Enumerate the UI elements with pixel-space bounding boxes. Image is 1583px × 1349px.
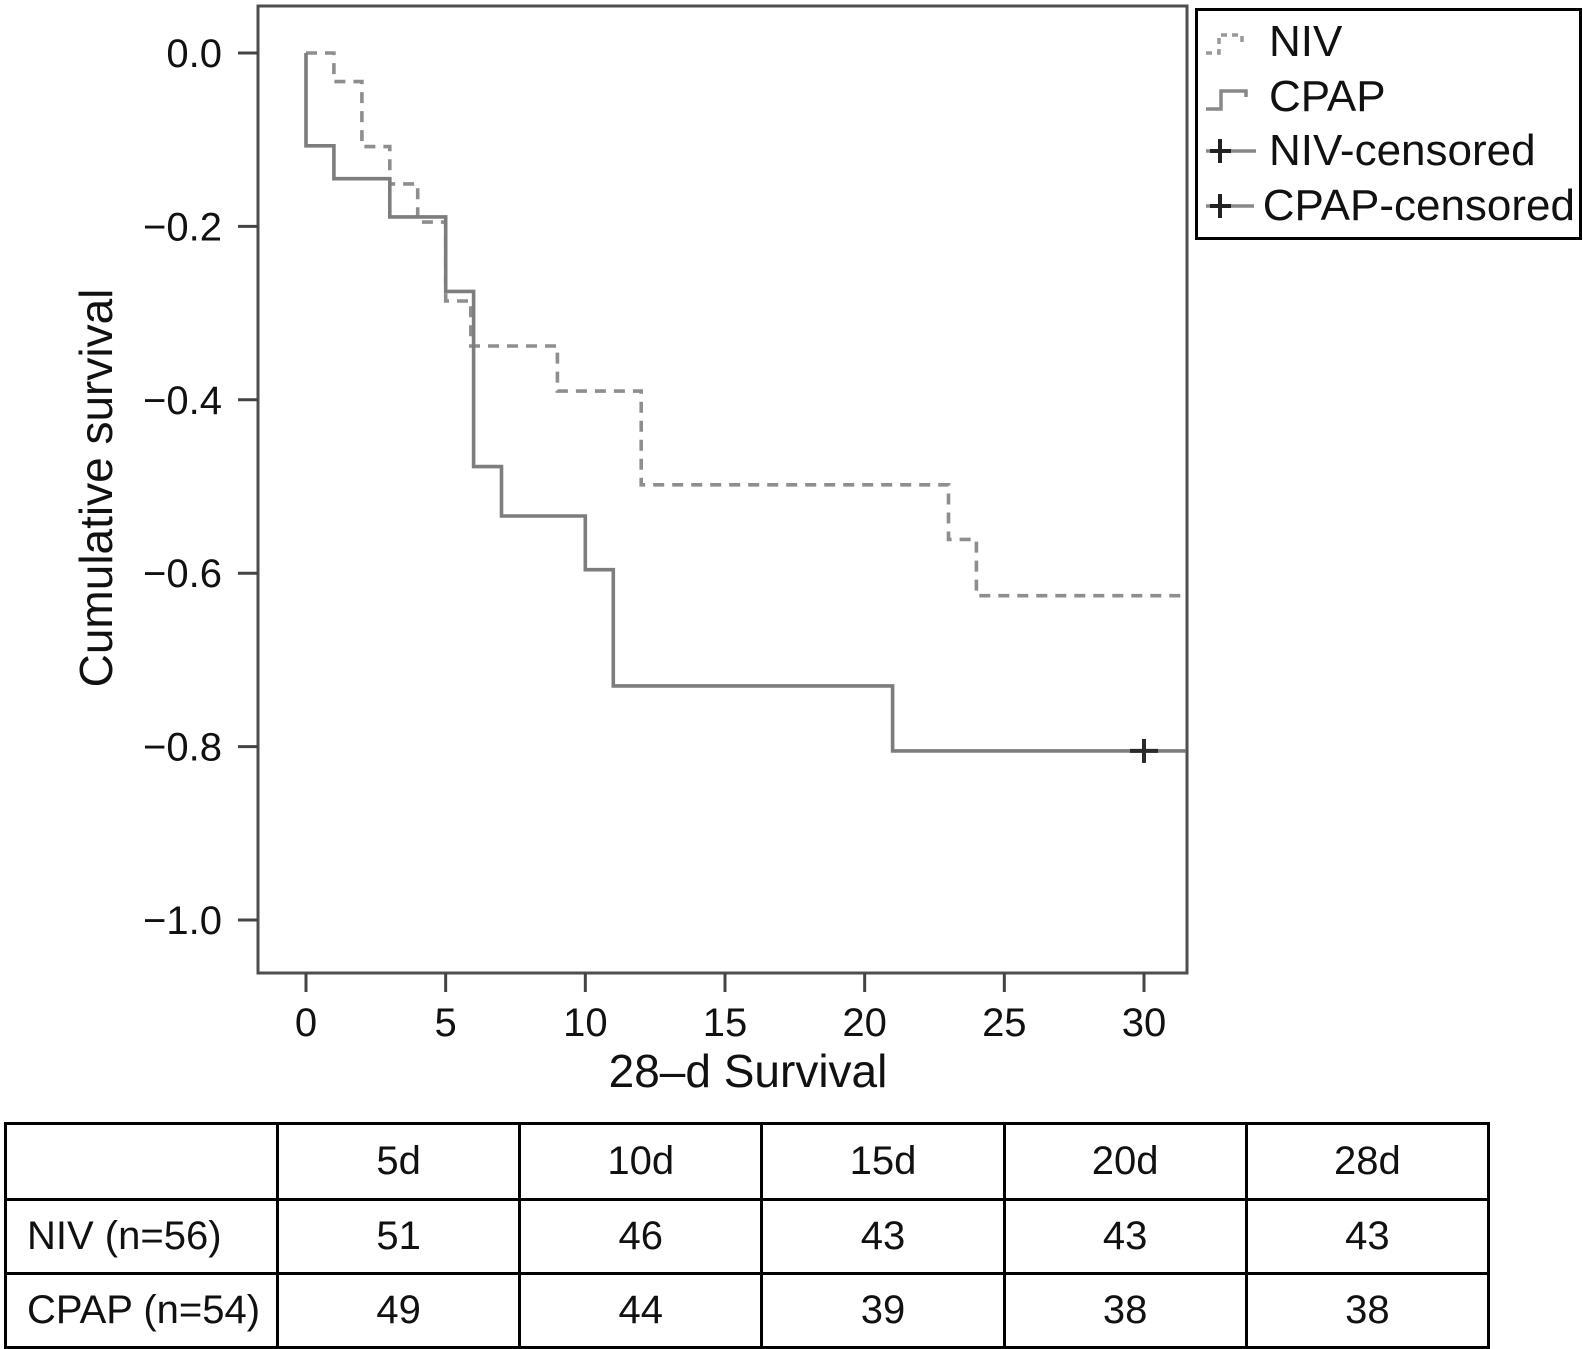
cpap-curve	[304, 53, 1186, 753]
x-tick-label: 15	[703, 1001, 748, 1045]
number-at-risk-table: 5d 10d 15d 20d 28d NIV (n=56) 51 46 43 4…	[4, 1122, 1491, 1349]
niv-curve	[306, 51, 1186, 598]
risk-row-label-cpap: CPAP (n=54)	[4, 1272, 279, 1349]
risk-value: 39	[760, 1272, 1006, 1349]
risk-value: 43	[1244, 1198, 1491, 1275]
risk-value: 44	[518, 1272, 764, 1349]
y-tick-label: 0.0	[166, 32, 222, 76]
risk-value: 51	[275, 1198, 522, 1275]
risk-value: 43	[1002, 1198, 1248, 1275]
legend-label-cpap-censored: CPAP-censored	[1262, 180, 1575, 230]
risk-table-col-28d: 28d	[1244, 1122, 1491, 1201]
risk-row-label-niv: NIV (n=56)	[4, 1198, 279, 1275]
x-tick-label: 25	[982, 1001, 1027, 1045]
cpap-line-sample-icon	[1206, 89, 1248, 111]
legend-label-niv: NIV	[1269, 17, 1343, 67]
risk-table-corner-cell	[4, 1122, 279, 1201]
risk-value: 38	[1244, 1272, 1491, 1349]
legend-item-niv-censored: NIV-censored	[1204, 125, 1575, 177]
x-axis-title: 28–d Survival	[609, 1045, 888, 1097]
y-tick-label: −1.0	[143, 899, 222, 943]
x-tick-label: 5	[435, 1001, 457, 1045]
risk-value: 38	[1002, 1272, 1248, 1349]
niv-censored-sample-icon	[1206, 139, 1256, 164]
risk-value: 43	[760, 1198, 1006, 1275]
y-axis-ticks: 0.0 −0.2 −0.4 −0.6 −0.8 −1.0	[143, 32, 258, 943]
survival-chart: 0.0 −0.2 −0.4 −0.6 −0.8 −1.0 0 5 10 15 20 25 30 Cum…	[70, 4, 1189, 1097]
risk-value: 49	[275, 1272, 522, 1349]
legend-item-cpap-censored: CPAP-censored	[1204, 180, 1575, 232]
y-tick-label: −0.2	[143, 205, 222, 249]
risk-table-col-15d: 15d	[760, 1122, 1006, 1201]
risk-value: 46	[518, 1198, 764, 1275]
legend: NIV CPAP NIV-censored CPAP-censored	[1195, 8, 1582, 240]
x-tick-label: 0	[295, 1001, 317, 1045]
risk-table-row-cpap: CPAP (n=54) 49 44 39 38 38	[4, 1272, 1491, 1349]
y-tick-label: −0.8	[143, 726, 222, 770]
legend-label-cpap: CPAP	[1269, 71, 1386, 121]
y-axis-title: Cumulative survival	[70, 289, 122, 688]
survival-curves	[304, 51, 1186, 753]
niv-line-sample-icon	[1206, 33, 1244, 55]
y-tick-label: −0.6	[143, 552, 222, 596]
x-tick-label: 20	[842, 1001, 887, 1045]
risk-table-row-niv: NIV (n=56) 51 46 43 43 43	[4, 1198, 1491, 1275]
legend-item-cpap: CPAP	[1204, 71, 1575, 123]
risk-table-col-20d: 20d	[1002, 1122, 1248, 1201]
risk-table-header-row: 5d 10d 15d 20d 28d	[4, 1122, 1491, 1201]
legend-label-niv-censored: NIV-censored	[1269, 126, 1536, 176]
y-tick-label: −0.4	[143, 379, 222, 423]
plot-frame	[256, 4, 1189, 975]
legend-item-niv: NIV	[1204, 16, 1575, 68]
risk-table-col-10d: 10d	[518, 1122, 764, 1201]
x-tick-label: 30	[1122, 1001, 1167, 1045]
x-tick-label: 10	[563, 1001, 608, 1045]
cpap-censored-sample-icon	[1206, 193, 1254, 218]
censor-marks	[1129, 738, 1158, 763]
risk-table-col-5d: 5d	[275, 1122, 522, 1201]
x-axis-ticks: 0 5 10 15 20 25 30	[295, 973, 1166, 1045]
